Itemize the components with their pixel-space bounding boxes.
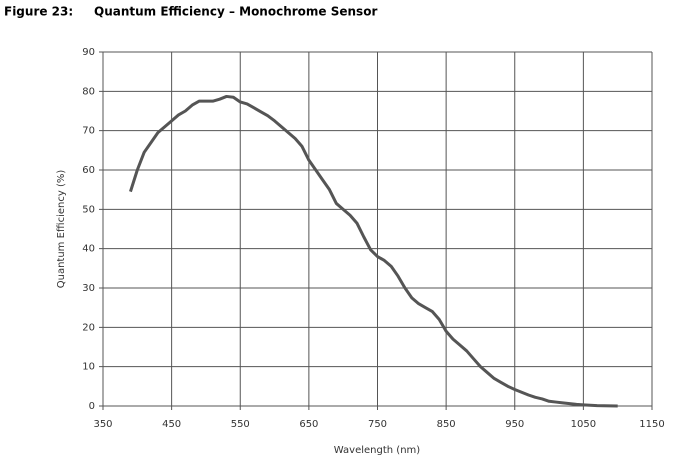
y-tick-label: 90 bbox=[82, 47, 95, 58]
data-line bbox=[129, 94, 618, 408]
y-tick-label: 50 bbox=[82, 204, 95, 215]
x-axis-label: Wavelength (nm) bbox=[334, 445, 420, 456]
x-tick-label: 350 bbox=[93, 419, 112, 430]
x-tick-label: 850 bbox=[437, 419, 456, 430]
y-axis-label: Quantum Efficiency (%) bbox=[56, 170, 67, 289]
y-tick-label: 0 bbox=[89, 401, 95, 412]
y-tick-label: 40 bbox=[82, 244, 95, 255]
y-tick-label: 30 bbox=[82, 283, 95, 294]
x-tick-label: 550 bbox=[231, 419, 250, 430]
y-tick-label: 20 bbox=[82, 322, 95, 333]
y-tick-label: 10 bbox=[82, 362, 95, 373]
x-tick-label: 950 bbox=[505, 419, 524, 430]
x-tick-label: 650 bbox=[299, 419, 318, 430]
y-tick-label: 80 bbox=[82, 86, 95, 97]
x-tick-label: 1150 bbox=[639, 419, 664, 430]
y-tick-label: 60 bbox=[82, 165, 95, 176]
x-tick-label: 450 bbox=[162, 419, 181, 430]
x-tick-label: 1050 bbox=[571, 419, 596, 430]
x-tick-label: 750 bbox=[368, 419, 387, 430]
figure-label: Figure 23: bbox=[4, 5, 73, 19]
y-tick-label: 70 bbox=[82, 126, 95, 137]
chart-title: Quantum Efficiency – Monochrome Sensor bbox=[94, 5, 377, 19]
